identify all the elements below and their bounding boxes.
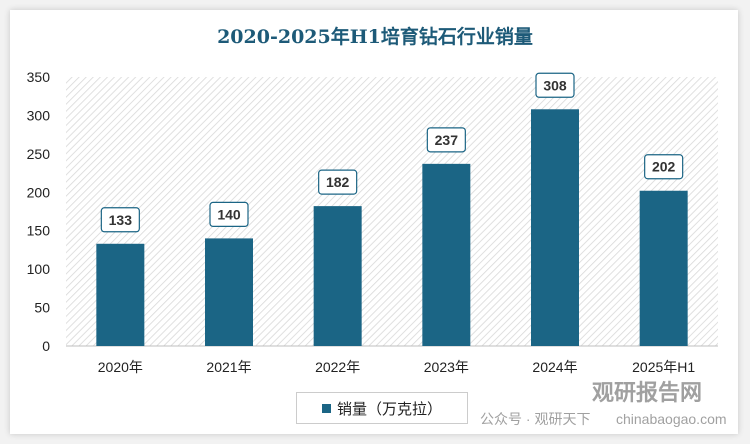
legend-swatch xyxy=(321,403,331,413)
y-tick-label: 50 xyxy=(34,300,50,316)
data-label: 308 xyxy=(543,77,567,93)
watermark-sub: 公众号 · 观研天下 xyxy=(480,411,591,427)
y-tick-label: 250 xyxy=(27,146,51,162)
data-label-box xyxy=(426,127,466,153)
watermark-brand: 观研报告网 xyxy=(592,380,703,405)
data-label-box xyxy=(644,154,684,180)
bar xyxy=(422,163,471,346)
bar xyxy=(96,243,145,346)
y-tick-label: 100 xyxy=(27,261,51,277)
y-tick-label: 350 xyxy=(27,69,51,85)
data-label: 140 xyxy=(217,206,241,222)
bar xyxy=(313,206,362,346)
x-tick-label: 2022年 xyxy=(315,359,360,375)
data-label: 202 xyxy=(652,159,676,175)
data-label-box xyxy=(318,169,358,195)
chart-title: 2020-2025年H1培育钻石行业销量 xyxy=(217,26,533,48)
watermark-url: chinabaogao.com xyxy=(616,411,727,427)
y-tick-label: 0 xyxy=(42,338,50,354)
x-tick-label: 2023年 xyxy=(424,359,469,375)
x-tick-label: 2020年 xyxy=(98,359,143,375)
legend: 销量（万克拉） xyxy=(296,392,468,424)
bar xyxy=(639,190,688,346)
y-tick-label: 150 xyxy=(27,223,51,239)
data-label-box xyxy=(535,72,575,98)
data-label-box xyxy=(100,207,140,233)
y-tick-label: 300 xyxy=(27,107,51,123)
x-tick-label: 2021年 xyxy=(206,359,251,375)
bar xyxy=(205,238,253,346)
x-tick-label: 2024年 xyxy=(532,359,577,375)
bar xyxy=(531,109,579,346)
data-label: 182 xyxy=(326,174,350,190)
data-label-box xyxy=(209,201,249,227)
legend-label: 销量（万克拉） xyxy=(336,400,442,418)
x-tick-label: 2025年H1 xyxy=(632,359,695,375)
plot-area xyxy=(66,77,718,346)
data-label: 133 xyxy=(109,212,133,228)
data-label: 237 xyxy=(435,132,459,148)
y-tick-label: 200 xyxy=(27,184,51,200)
